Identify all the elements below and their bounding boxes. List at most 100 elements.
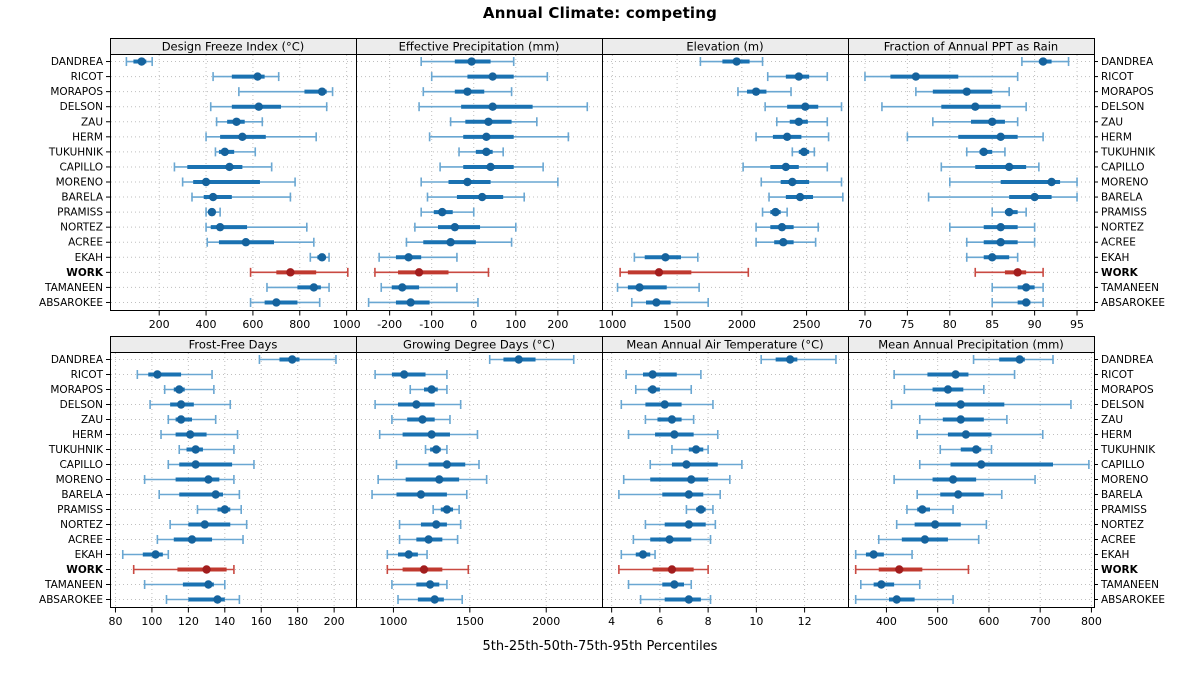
median-dot: [200, 520, 209, 529]
median-dot: [254, 102, 263, 111]
x-tick-label: 80: [108, 615, 122, 628]
median-dot: [962, 87, 971, 96]
site-label-right-nortez: NORTEZ: [1101, 519, 1144, 531]
x-tick-label: -200: [377, 318, 402, 331]
median-dot: [398, 283, 407, 292]
site-label-left-morapos: MORAPOS: [50, 384, 103, 396]
interval-row-delson: [620, 400, 714, 409]
interval-row-pramiss: [196, 505, 242, 514]
interval-row-acree: [405, 237, 513, 247]
interval-row-absarokee: [630, 297, 709, 307]
median-dot: [424, 535, 433, 544]
interval-row-delson: [881, 102, 1027, 112]
interval-row-ricot: [893, 370, 1016, 379]
x-tick-label: 800: [289, 318, 310, 331]
interval-row-pramiss: [420, 207, 475, 217]
panel-strip-title: Effective Precipitation (mm): [399, 40, 560, 54]
panel-growing-degree-days-c: Growing Degree Days (°C) 1000 1500 2000: [356, 336, 603, 628]
median-dot: [185, 430, 195, 439]
median-dot: [1004, 162, 1014, 172]
interval-row-ricot: [430, 72, 549, 82]
interval-row-ekah: [854, 550, 913, 559]
panel-strip-title: Design Freeze Index (°C): [162, 40, 305, 54]
site-label-right-delson: DELSON: [1101, 101, 1144, 113]
x-tick-label: 160: [251, 615, 272, 628]
median-dot: [996, 238, 1005, 247]
x-tick-label: 95: [1070, 318, 1084, 331]
site-label-left-ricot: RICOT: [71, 369, 104, 381]
panel-elevation-m: Elevation (m) 1000 1500 2000 2500: [598, 38, 849, 331]
interval-row-zau: [918, 415, 1008, 424]
median-dot: [202, 565, 211, 574]
median-dot: [996, 132, 1005, 142]
site-label-right-acree: ACREE: [1101, 534, 1136, 546]
median-dot: [670, 430, 679, 439]
median-dot: [696, 505, 706, 514]
x-tick-label: 1500: [456, 615, 484, 628]
median-dot: [317, 87, 327, 96]
interval-row-tamaneen: [391, 580, 448, 589]
median-dot: [309, 283, 319, 292]
panel-strip-title: Mean Annual Air Temperature (°C): [626, 338, 823, 352]
median-dot: [225, 162, 234, 172]
interval-row-work: [619, 267, 750, 277]
median-dot: [684, 490, 694, 499]
median-dot: [406, 298, 415, 307]
median-dot: [187, 535, 197, 544]
median-dot: [153, 370, 162, 379]
median-dot: [432, 445, 441, 454]
interval-row-absarokee: [991, 297, 1044, 307]
interval-row-tukuhnik: [424, 445, 448, 454]
interval-row-capillo: [173, 162, 273, 172]
median-dot: [920, 535, 930, 544]
site-label-right-moreno: MORENO: [1101, 177, 1148, 189]
interval-row-capillo: [649, 460, 743, 469]
site-label-right-morapos: MORAPOS: [1101, 86, 1154, 98]
site-label-right-absarokee: ABSAROKEE: [1101, 594, 1165, 606]
panel-mean-annual-air-temperature-c: Mean Annual Air Temperature (°C) 4 6 8 10 12: [602, 336, 849, 628]
interval-row-pramiss: [432, 505, 460, 514]
median-dot: [404, 253, 413, 262]
site-label-right-acree: ACREE: [1101, 237, 1136, 249]
interval-row-nortez: [169, 520, 248, 529]
site-label-left-acree: ACREE: [68, 534, 103, 546]
interval-row-herm: [627, 430, 719, 439]
interval-row-zau: [932, 117, 1019, 127]
site-label-left-pramiss: PRAMISS: [57, 504, 103, 516]
median-dot: [977, 460, 986, 469]
x-tick-label: 500: [927, 615, 948, 628]
median-dot: [788, 177, 797, 187]
interval-row-tamaneen: [143, 580, 226, 589]
site-label-left-delson: DELSON: [60, 101, 103, 113]
site-label-right-herm: HERM: [1101, 131, 1132, 143]
median-dot: [996, 222, 1005, 232]
median-dot: [1021, 283, 1031, 292]
interval-row-barela: [916, 490, 1003, 499]
median-dot: [446, 238, 455, 247]
median-dot: [771, 207, 780, 217]
median-dot: [794, 117, 803, 126]
median-dot: [895, 565, 904, 574]
median-dot: [956, 415, 965, 424]
median-dot: [782, 132, 792, 142]
median-dot: [482, 132, 491, 142]
site-label-left-barela: BARELA: [61, 489, 103, 501]
median-dot: [450, 222, 460, 232]
median-dot: [638, 550, 648, 559]
median-dot: [665, 535, 674, 544]
interval-row-acree: [206, 237, 315, 247]
interval-row-ekah: [620, 550, 656, 559]
interval-row-nortez: [414, 222, 517, 232]
median-dot: [684, 520, 694, 529]
median-dot: [661, 253, 670, 262]
median-dot: [648, 385, 657, 394]
site-label-left-ricot: RICOT: [71, 71, 104, 83]
interval-row-moreno: [143, 475, 235, 484]
median-dot: [930, 520, 940, 529]
interval-row-work: [386, 565, 470, 574]
interval-row-zau: [775, 117, 829, 127]
median-dot: [137, 57, 146, 66]
interval-row-delson: [209, 102, 328, 112]
interval-row-herm: [160, 430, 239, 439]
interval-row-pramiss: [761, 207, 788, 217]
